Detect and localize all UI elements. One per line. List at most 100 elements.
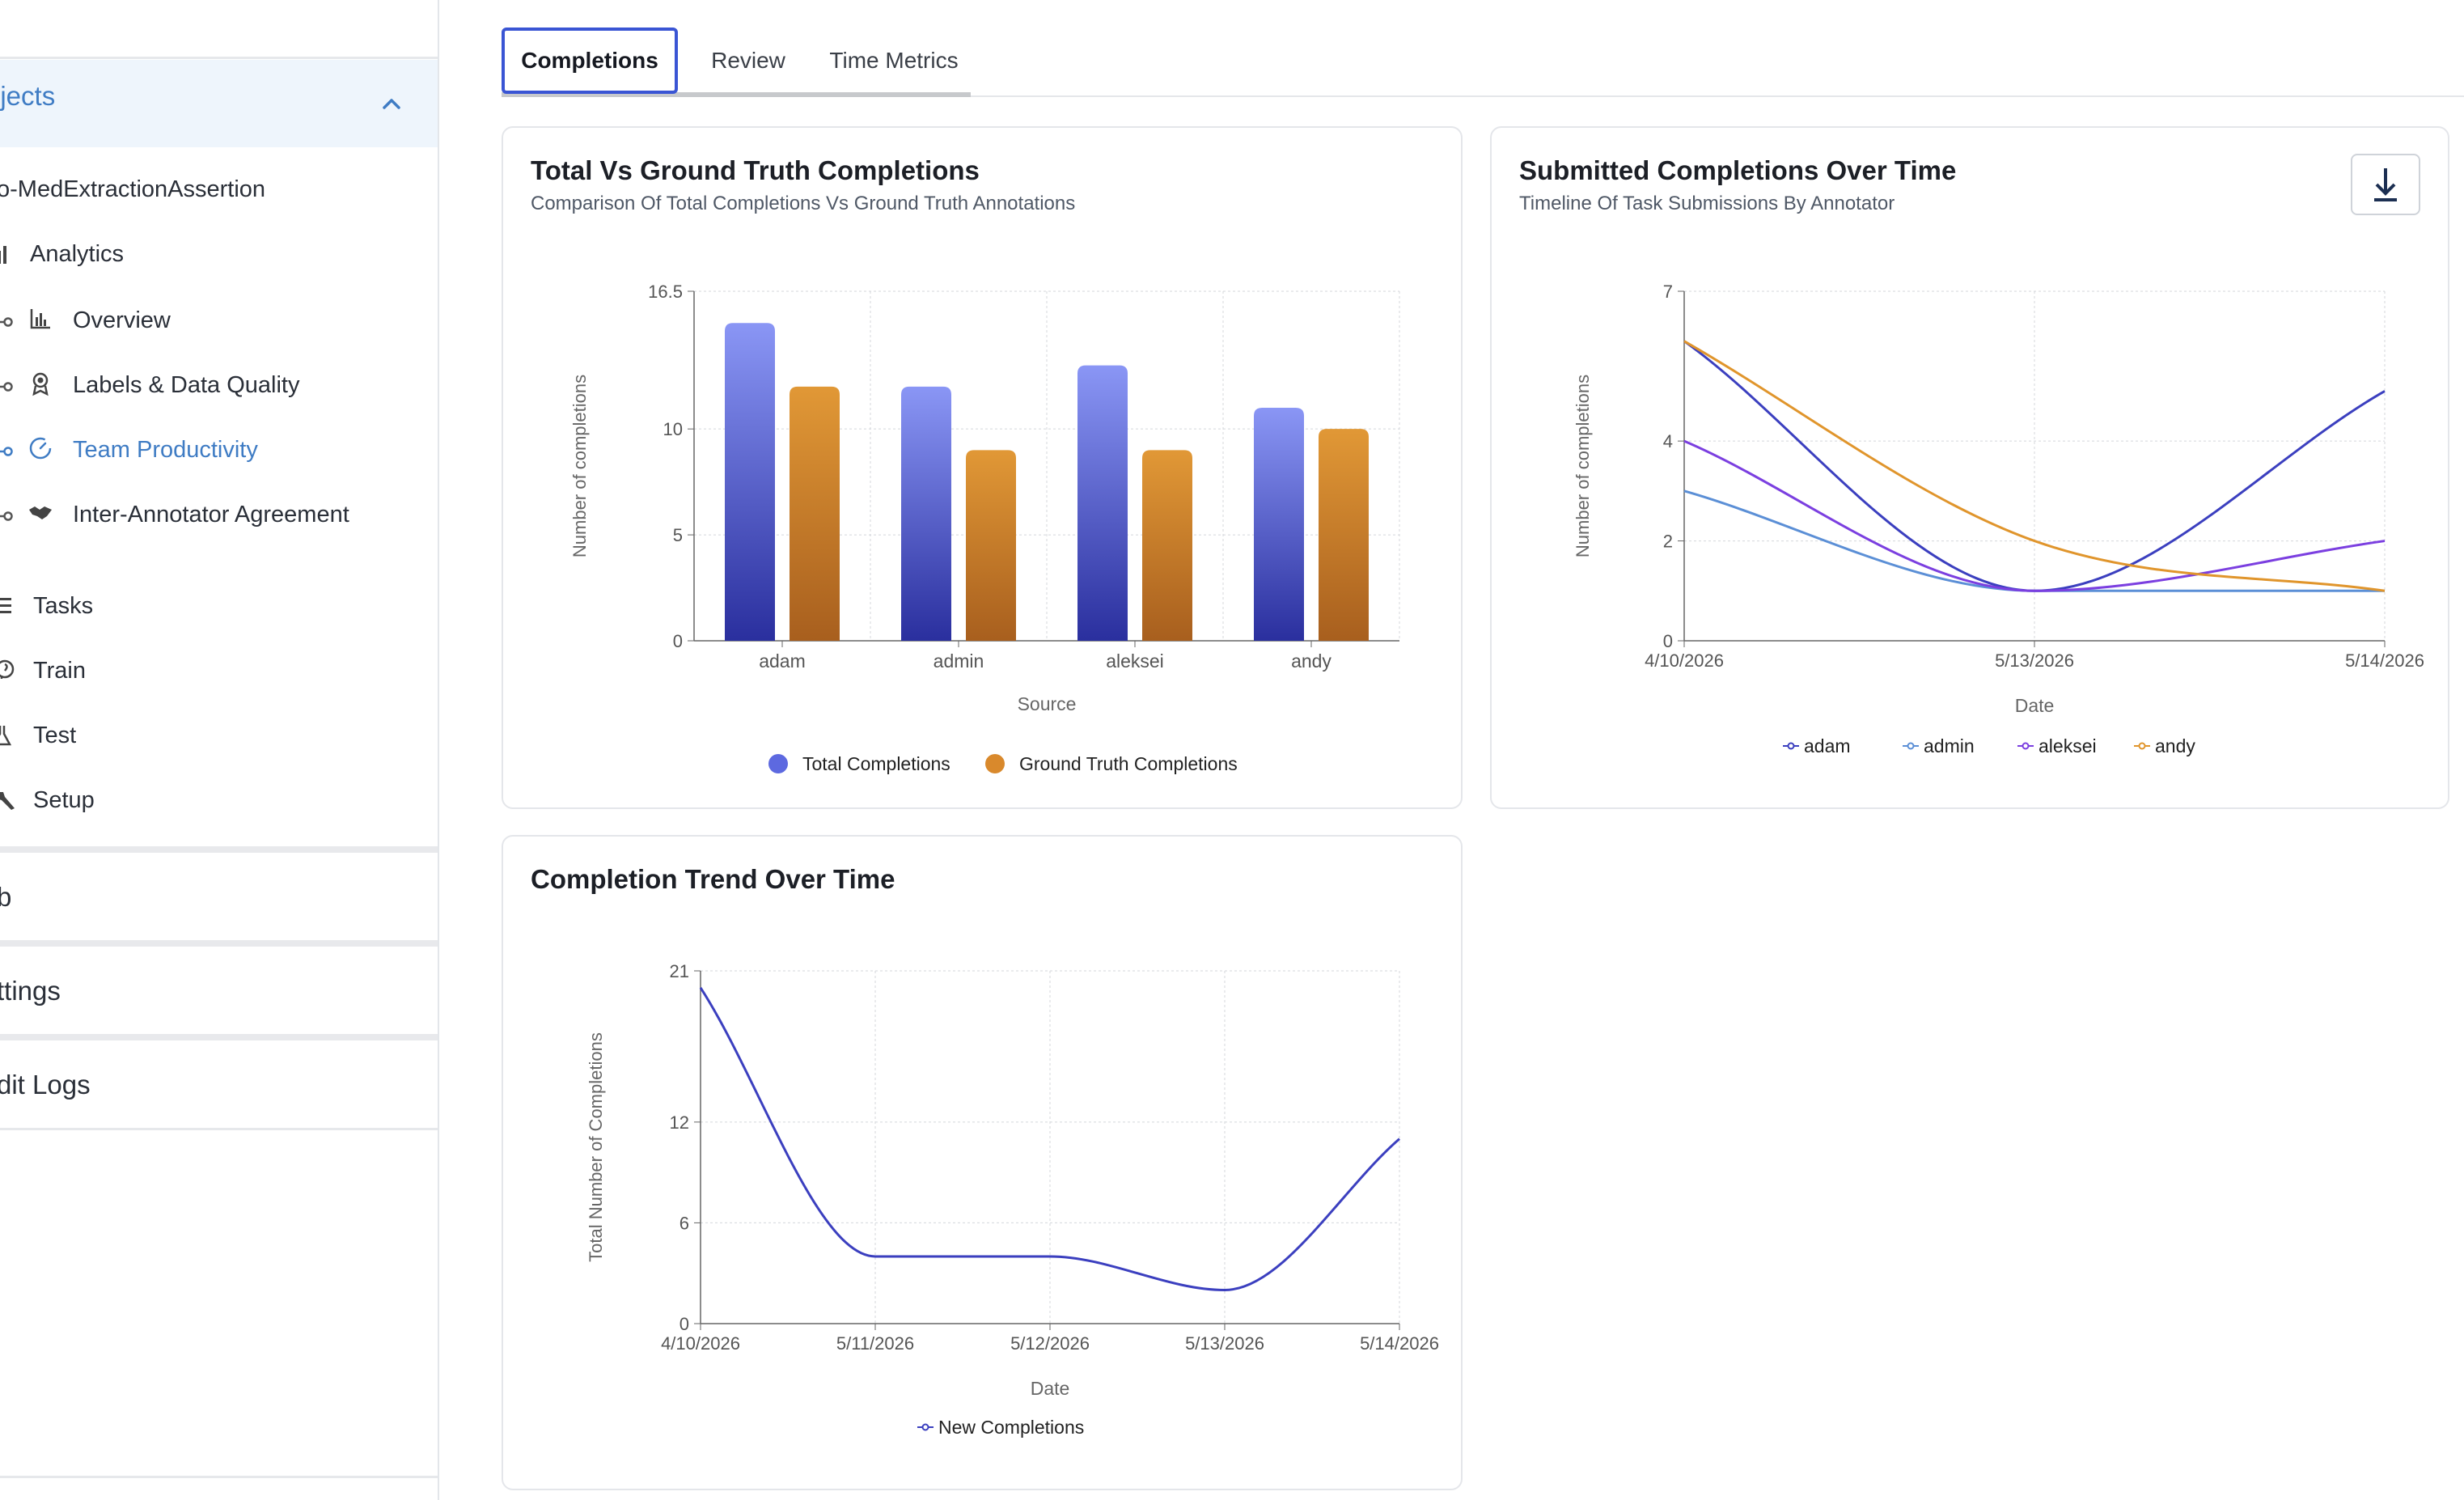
submitted-completions-card: Submitted Completions Over Time Timeline… xyxy=(1490,126,2449,809)
download-icon xyxy=(2374,168,2397,201)
bar xyxy=(901,386,951,641)
sidebar-item-label: Team Productivity xyxy=(73,437,258,463)
wrench-icon xyxy=(0,792,15,810)
legend-marker xyxy=(2138,742,2146,750)
legend-label: New Completions xyxy=(938,1417,1084,1438)
x-axis-label: Date xyxy=(2015,695,2055,716)
sidebar-item-label: Inter-Annotator Agreement xyxy=(73,502,349,528)
sidebar-item-test[interactable]: Test xyxy=(33,722,77,748)
sidebar-item-settings[interactable]: ttings xyxy=(0,976,61,1006)
legend-label: adam xyxy=(1804,735,1851,756)
card-subtitle: Timeline Of Task Submissions By Annotato… xyxy=(1519,193,1895,214)
tab-completions[interactable]: Completions xyxy=(502,28,678,94)
bar-chart-icon xyxy=(30,309,50,329)
project-name[interactable]: o-MedExtractionAssertion xyxy=(0,176,266,202)
y-tick-label: 10 xyxy=(663,419,683,439)
legend-label: admin xyxy=(1924,735,1975,756)
connector-icon xyxy=(0,447,13,456)
series-line xyxy=(699,986,1400,1291)
sidebar-item-label: Labels & Data Quality xyxy=(73,372,300,398)
tab-group-underline xyxy=(502,92,971,97)
x-tick-label: 5/12/2026 xyxy=(1010,1333,1090,1354)
connector-icon xyxy=(0,317,13,327)
sidebar-item-label: Overview xyxy=(73,307,171,333)
y-tick-label: 4 xyxy=(1663,431,1673,451)
tab-bar: Completions Review Time Metrics xyxy=(502,28,2464,100)
legend-label: Ground Truth Completions xyxy=(1019,753,1238,774)
legend-marker xyxy=(768,754,788,773)
y-axis-label: Total Number of Completions xyxy=(586,1032,606,1262)
x-tick-label: 5/14/2026 xyxy=(2345,650,2424,671)
bar xyxy=(966,450,1016,641)
bar xyxy=(790,386,840,641)
y-tick-label: 0 xyxy=(680,1314,689,1334)
legend-label: aleksei xyxy=(2039,735,2097,756)
legend-marker xyxy=(2022,742,2030,750)
divider xyxy=(0,940,438,947)
sidebar-item-setup[interactable]: Setup xyxy=(33,787,95,813)
bar xyxy=(1254,408,1304,641)
y-tick-label: 7 xyxy=(1663,282,1673,302)
tab-baseline xyxy=(502,95,2464,97)
y-tick-label: 2 xyxy=(1663,532,1673,552)
divider xyxy=(0,1476,438,1478)
handshake-icon xyxy=(29,506,52,519)
x-tick-label: admin xyxy=(934,650,984,672)
y-tick-label: 12 xyxy=(670,1112,689,1133)
connector-icon xyxy=(0,382,13,392)
divider xyxy=(0,1034,438,1040)
award-icon xyxy=(32,372,49,396)
x-axis-label: Date xyxy=(1031,1378,1070,1399)
bar xyxy=(1077,365,1128,641)
x-tick-label: 4/10/2026 xyxy=(1645,650,1724,671)
y-axis-label: Number of completions xyxy=(569,375,590,557)
sidebar: ojects o-MedExtractionAssertion Analytic… xyxy=(0,0,439,1500)
list-icon xyxy=(0,598,11,613)
x-tick-label: adam xyxy=(759,650,806,672)
divider xyxy=(0,1128,438,1130)
y-tick-label: 6 xyxy=(680,1213,689,1233)
legend-marker xyxy=(1907,742,1915,750)
x-tick-label: 5/13/2026 xyxy=(1185,1333,1264,1354)
trend-line-chart: 0 6 12 21 4/10/2026 5/11/2026 5/12/2026 5/13/20… xyxy=(586,961,1439,1438)
card-title: Total Vs Ground Truth Completions xyxy=(531,155,980,185)
sidebar-item-hub[interactable]: b xyxy=(0,882,11,913)
series-line-andy xyxy=(1683,340,2386,592)
line-chart: 0 2 4 7 4/10/2026 5/13/2026 5/14/2026 Date Numbe… xyxy=(1573,282,2424,756)
tab-review[interactable]: Review xyxy=(711,48,785,73)
sidebar-item-analytics[interactable]: Analytics xyxy=(30,241,125,267)
x-tick-label: 5/13/2026 xyxy=(1995,650,2074,671)
gauge-icon xyxy=(29,437,52,460)
sidebar-item-audit-logs[interactable]: dit Logs xyxy=(0,1070,91,1100)
total-vs-ground-truth-card: Total Vs Ground Truth Completions Compar… xyxy=(502,126,1463,809)
brain-icon xyxy=(0,659,15,679)
sidebar-item-train[interactable]: Train xyxy=(33,658,86,684)
legend-marker xyxy=(921,1423,929,1431)
bar-chart: 0 5 10 16.5 adam admin aleksei andy Source Number… xyxy=(569,282,1400,774)
card-title: Completion Trend Over Time xyxy=(531,864,895,894)
legend-marker xyxy=(1787,742,1795,750)
sidebar-projects-header[interactable]: ojects xyxy=(0,60,438,147)
download-button[interactable] xyxy=(2351,154,2420,215)
connector-icon xyxy=(0,511,13,521)
x-tick-label: 4/10/2026 xyxy=(661,1333,740,1354)
x-tick-label: 5/14/2026 xyxy=(1360,1333,1439,1354)
series-line-aleksei xyxy=(1683,439,2386,592)
x-tick-label: aleksei xyxy=(1106,650,1164,672)
x-tick-label: andy xyxy=(1291,650,1331,672)
legend-label: andy xyxy=(2155,735,2195,756)
x-axis-label: Source xyxy=(1018,693,1077,714)
flask-icon xyxy=(0,726,12,746)
divider xyxy=(0,846,438,853)
tab-time-metrics[interactable]: Time Metrics xyxy=(829,48,959,73)
divider xyxy=(0,57,438,59)
y-tick-label: 5 xyxy=(673,525,683,545)
card-subtitle: Comparison Of Total Completions Vs Groun… xyxy=(531,193,1076,214)
chevron-up-icon[interactable] xyxy=(380,92,403,115)
analytics-icon xyxy=(0,246,6,264)
y-axis-label: Number of completions xyxy=(1573,375,1593,557)
card-title: Submitted Completions Over Time xyxy=(1519,155,1957,185)
completion-trend-card: Completion Trend Over Time 0 6 12 21 4/10/20… xyxy=(502,835,1463,1490)
bar xyxy=(725,323,775,641)
sidebar-item-tasks[interactable]: Tasks xyxy=(33,593,94,619)
